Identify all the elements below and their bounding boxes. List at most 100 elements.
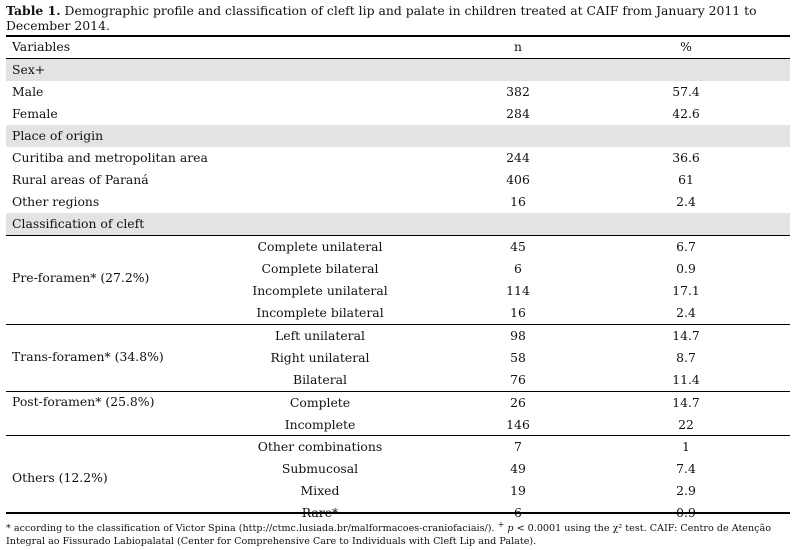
group-rule	[6, 324, 790, 325]
section-place: Place of origin	[6, 125, 790, 147]
row-sublabel: Incomplete unilateral	[252, 283, 388, 298]
row-percent: 42.6	[672, 106, 700, 121]
section-place-label: Place of origin	[12, 128, 104, 143]
footnote-p: p	[504, 523, 514, 535]
row-n: 7	[514, 439, 522, 454]
row-label: Male	[12, 84, 44, 99]
group-rule	[6, 235, 790, 236]
row-percent: 2.9	[676, 483, 696, 498]
row-sublabel: Bilateral	[292, 372, 347, 387]
group-rule	[6, 391, 790, 392]
row-n: 58	[510, 350, 526, 365]
row-sublabel: Submucosal	[281, 461, 359, 476]
group-others: Others (12.2%) Other combinations 7 1 Su…	[6, 436, 790, 524]
section-sex-label: Sex+	[12, 62, 46, 77]
table-row: Curitiba and metropolitan area 244 36.6	[6, 147, 790, 169]
row-label: Rural areas of Paraná	[12, 172, 149, 187]
row-label: Curitiba and metropolitan area	[12, 150, 208, 165]
row-n: 114	[506, 283, 530, 298]
row-percent: 7.4	[676, 461, 696, 476]
row-percent: 11.4	[672, 372, 700, 387]
row-n: 16	[510, 194, 526, 209]
row-sublabel: Complete	[289, 395, 351, 410]
table-row: Left unilateral 98 14.7	[6, 325, 790, 347]
table-caption-label: Table 1.	[6, 3, 61, 18]
table-top-rule	[6, 35, 790, 37]
header-n: n	[514, 39, 522, 54]
row-percent: 1	[682, 439, 690, 454]
row-label: Female	[12, 106, 58, 121]
row-n: 49	[510, 461, 526, 476]
table-row: Incomplete bilateral 16 2.4	[6, 302, 790, 324]
table-row: Complete 26 14.7	[6, 392, 790, 414]
row-percent: 57.4	[672, 84, 700, 99]
row-percent: 6.7	[676, 239, 696, 254]
row-percent: 36.6	[672, 150, 700, 165]
section-classification: Classification of cleft	[6, 213, 790, 235]
table-row: Mixed 19 2.9	[6, 480, 790, 502]
table-row: Right unilateral 58 8.7	[6, 347, 790, 369]
footnote-plus: +	[497, 520, 505, 529]
group-label: Post-foramen* (25.8%)	[12, 394, 155, 409]
group-trans-foramen: Trans-foramen* (34.8%) Left unilateral 9…	[6, 325, 790, 391]
row-sublabel: Other combinations	[257, 439, 383, 454]
row-percent: 14.7	[672, 395, 700, 410]
row-n: 244	[506, 150, 530, 165]
table-row: Bilateral 76 11.4	[6, 369, 790, 391]
row-n: 284	[506, 106, 530, 121]
row-sublabel: Mixed	[300, 483, 340, 498]
row-percent: 8.7	[676, 350, 696, 365]
row-percent: 22	[678, 417, 694, 432]
table-caption: Table 1. Demographic profile and classif…	[6, 3, 790, 33]
row-sublabel: Left unilateral	[275, 328, 365, 343]
row-percent: 0.9	[676, 261, 696, 276]
table-row: Rural areas of Paraná 406 61	[6, 169, 790, 191]
table-row: Incomplete unilateral 114 17.1	[6, 280, 790, 302]
header-rule	[6, 58, 790, 59]
header-percent: %	[680, 39, 692, 54]
row-sublabel: Incomplete	[284, 417, 356, 432]
row-sublabel: Complete bilateral	[261, 261, 379, 276]
section-sex: Sex+	[6, 59, 790, 81]
group-rule	[6, 435, 790, 436]
header-variables: Variables	[12, 39, 71, 54]
row-n: 406	[506, 172, 530, 187]
row-n: 98	[510, 328, 526, 343]
row-sublabel: Right unilateral	[270, 350, 370, 365]
row-n: 6	[514, 261, 522, 276]
table-row: Female 284 42.6	[6, 103, 790, 125]
row-label: Other regions	[12, 194, 100, 209]
footnote-part1: * according to the classification of Vic…	[6, 523, 498, 535]
row-percent: 2.4	[676, 305, 696, 320]
table-header-row: Variables n %	[6, 36, 790, 58]
row-percent: 2.4	[676, 194, 696, 209]
row-n: 76	[510, 372, 526, 387]
row-sublabel: Incomplete bilateral	[256, 305, 384, 320]
group-label: Trans-foramen* (34.8%)	[12, 349, 164, 364]
row-n: 16	[510, 305, 526, 320]
section-classification-label: Classification of cleft	[12, 216, 145, 231]
group-post-foramen: Post-foramen* (25.8%) Complete 26 14.7 I…	[6, 392, 790, 436]
row-percent: 14.7	[672, 328, 700, 343]
table-row: Submucosal 49 7.4	[6, 458, 790, 480]
group-label: Pre-foramen* (27.2%)	[12, 270, 150, 285]
row-n: 19	[510, 483, 526, 498]
footnote-part2: < 0.0001 using the χ² test. CAIF: Centro…	[6, 523, 772, 548]
group-label: Others (12.2%)	[12, 470, 108, 485]
table-row: Incomplete 146 22	[6, 414, 790, 436]
table-footnote: * according to the classification of Vic…	[6, 518, 790, 548]
table-bottom-rule	[6, 512, 790, 514]
row-percent: 61	[678, 172, 694, 187]
row-sublabel: Complete unilateral	[257, 239, 383, 254]
row-n: 382	[506, 84, 530, 99]
group-pre-foramen: Pre-foramen* (27.2%) Complete unilateral…	[6, 236, 790, 324]
row-percent: 17.1	[672, 283, 700, 298]
table-row: Other combinations 7 1	[6, 436, 790, 458]
row-n: 26	[510, 395, 526, 410]
row-n: 146	[506, 417, 530, 432]
table-row: Other regions 16 2.4	[6, 191, 790, 213]
table-row: Complete bilateral 6 0.9	[6, 258, 790, 280]
table-row: Complete unilateral 45 6.7	[6, 236, 790, 258]
table-row: Male 382 57.4	[6, 81, 790, 103]
row-n: 45	[510, 239, 526, 254]
